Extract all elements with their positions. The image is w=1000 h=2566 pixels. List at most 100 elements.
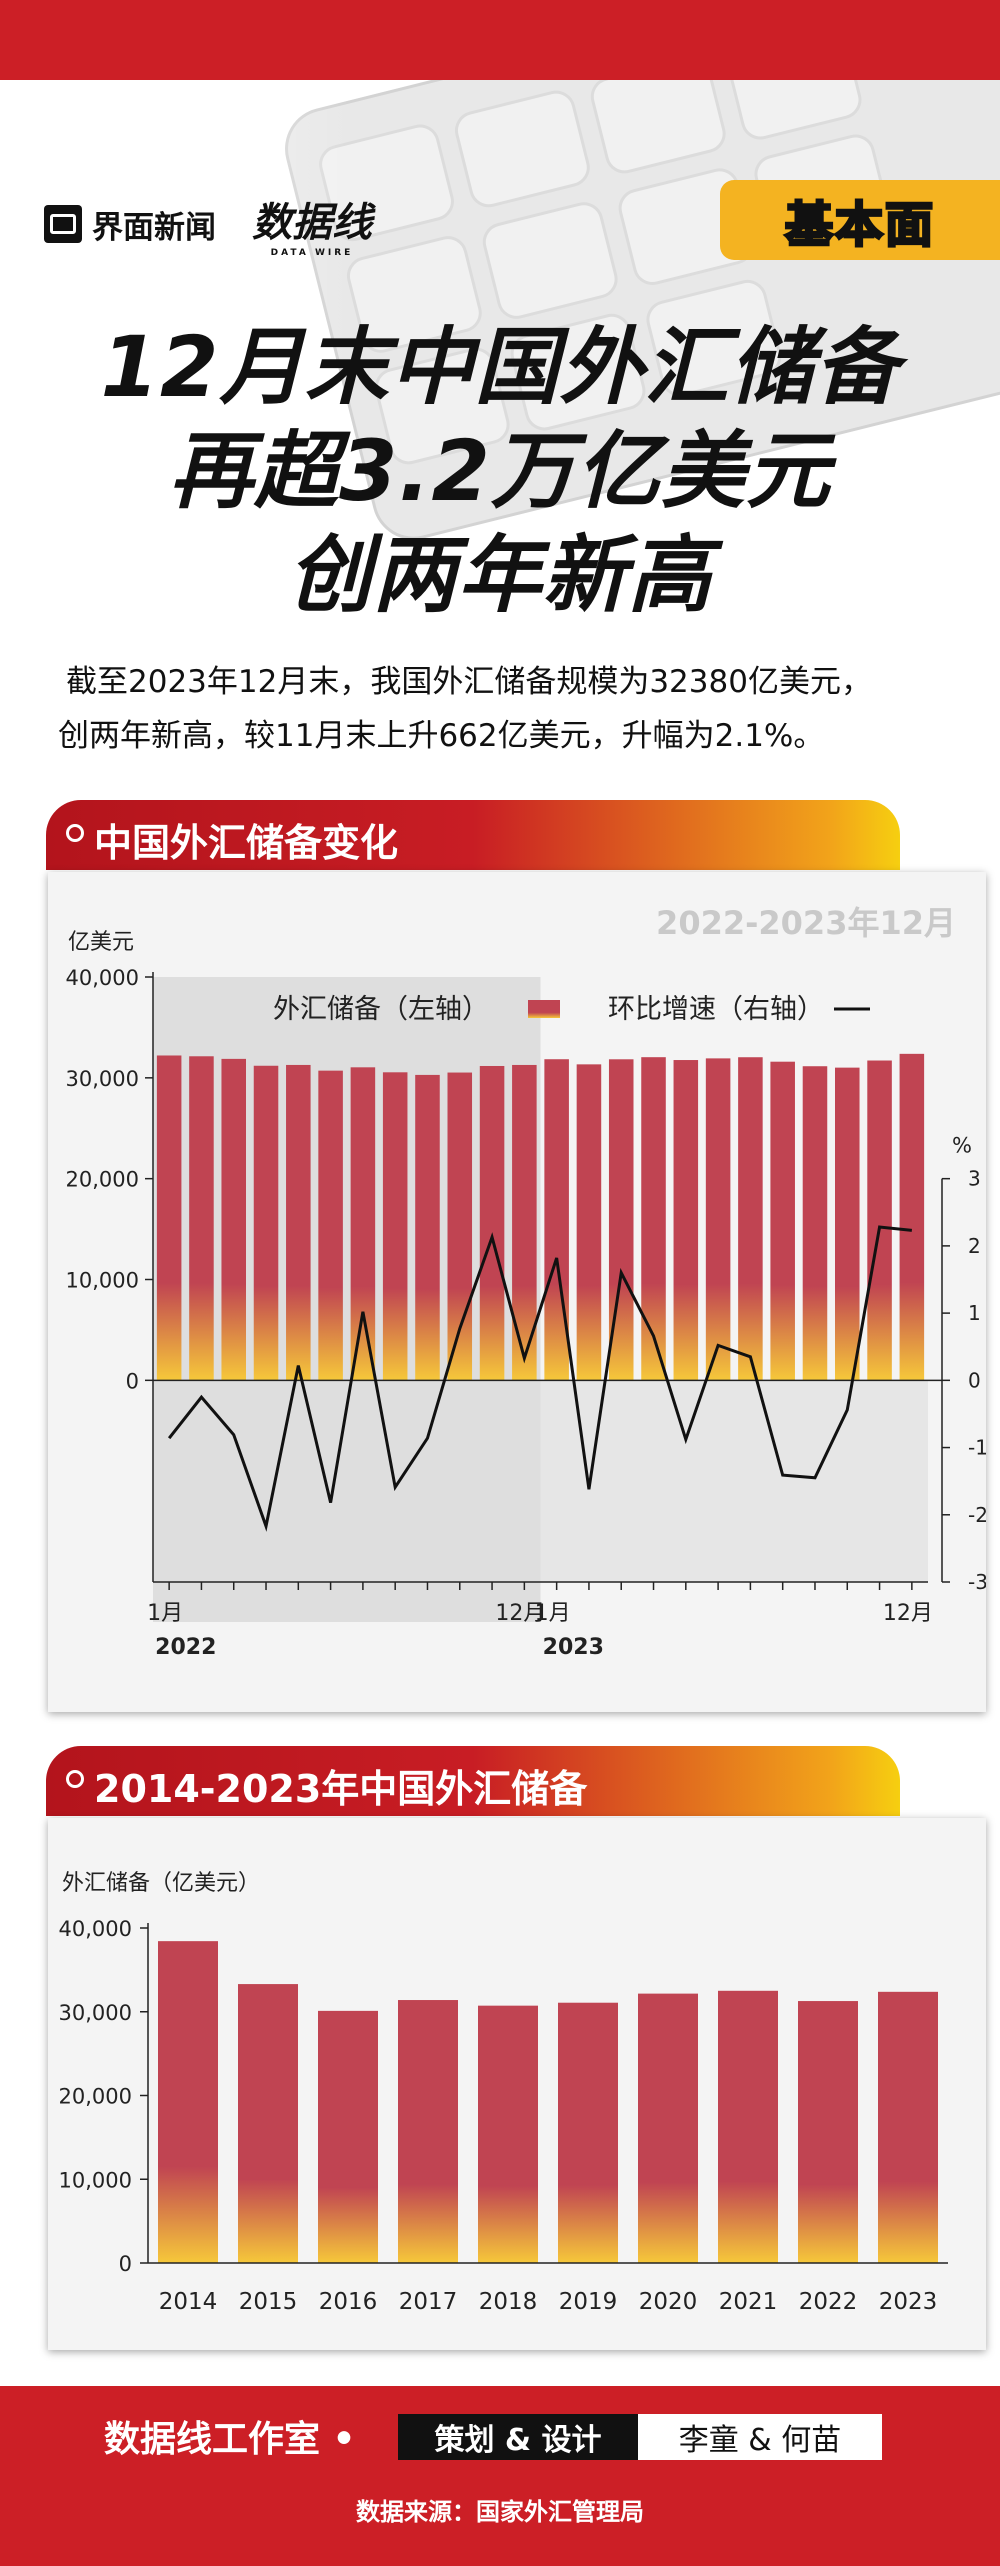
credit-names: 李童 & 何苗 <box>638 2414 882 2460</box>
chart2-x-label: 2021 <box>719 2289 778 2315</box>
chart1-bar <box>447 1072 473 1381</box>
chart1-bar <box>705 1058 731 1381</box>
chart2-x-label: 2019 <box>559 2289 618 2315</box>
brand-logo-icon <box>44 205 82 243</box>
chart1-right-tick-label: -1 <box>968 1436 986 1460</box>
chart1-x-label: 12月 <box>883 1601 933 1626</box>
chart1-bar <box>770 1061 795 1381</box>
chart2-y-tick-label: 10,000 <box>59 2168 132 2192</box>
brand-name: 界面新闻 <box>92 209 216 246</box>
chart1-x-label: 12月 <box>495 1601 545 1626</box>
chart1-legend-bar-swatch <box>528 1000 560 1018</box>
chart1-growth-line <box>167 1225 913 1532</box>
below-zero-region <box>540 1380 928 1582</box>
top-red-band <box>0 0 1000 80</box>
studio-name: 数据线工作室 • <box>104 2418 356 2460</box>
chart1-legend-line-label: 环比增速（右轴） <box>608 994 824 1025</box>
chart2-x-label: 2014 <box>159 2289 218 2315</box>
headline-line-1: 12月末中国外汇储备 <box>100 318 900 416</box>
chart1-right-tick-label: 1 <box>968 1301 981 1325</box>
chart1-left-unit: 亿美元 <box>68 930 134 955</box>
sub-brand-logo: 数据线 <box>252 199 372 246</box>
chart2-bar <box>398 2000 458 2263</box>
chart2-bar <box>158 1941 218 2263</box>
chart1-bar <box>415 1074 440 1381</box>
section1-title: 中国外汇储备变化 <box>94 821 399 865</box>
shaded-2022-region <box>153 977 541 1622</box>
chart2-y-tick-label: 40,000 <box>59 1917 132 1941</box>
summary-text: 截至2023年12月末，我国外汇储备规模为32380亿美元， 创两年新高，较11… <box>0 655 1000 763</box>
headline-line-2: 再超3.2万亿美元 <box>169 422 831 520</box>
chart2-bar <box>238 1984 298 2263</box>
headline-line-3: 创两年新高 <box>287 526 713 624</box>
chart1-bar <box>382 1072 408 1381</box>
chart2-bar <box>318 2010 378 2263</box>
chart1-left-tick-label: 10,000 <box>66 1269 139 1293</box>
chart2-bar <box>718 1990 778 2263</box>
chart1-bar <box>867 1060 892 1381</box>
chart1-right-tick-label: 0 <box>968 1368 981 1392</box>
brand-bar: 界面新闻 数据线 DATA WIRE <box>44 190 372 258</box>
sub-brand-en: DATA WIRE <box>270 248 354 258</box>
section2-header: 2014-2023年中国外汇储备 <box>46 1746 900 1816</box>
chart2-bar <box>558 2002 618 2263</box>
section2-bullet-icon <box>66 1770 84 1788</box>
chart1-x-label: 1月 <box>147 1601 183 1626</box>
chart1-bar <box>318 1070 343 1381</box>
chart2-card: 外汇储备（亿美元） 40,000 30,000 20,000 10,000 0 2014 20… <box>48 1818 986 2350</box>
summary-line-1: 截至2023年12月末，我国外汇储备规模为32380亿美元， <box>66 664 872 700</box>
category-badge: 基本面 <box>720 180 1000 260</box>
chart1-bar <box>673 1060 699 1381</box>
chart1-left-tick-label: 20,000 <box>66 1168 139 1192</box>
chart1-legend-bar-label: 外汇储备（左轴） <box>273 994 489 1025</box>
chart1-bar <box>156 1055 182 1381</box>
chart1-card: 2022-2023年12月亿美元 40,000 30,000 20,000 10,000… <box>48 872 988 1712</box>
summary-line-2: 创两年新高，较11月末上升662亿美元，升幅为2.1%。 <box>58 718 825 754</box>
chart1-right-tick-label: -3 <box>968 1570 986 1594</box>
chart1-bar <box>576 1064 602 1381</box>
chart2-x-label: 2022 <box>799 2289 858 2315</box>
chart1-bar <box>544 1059 569 1381</box>
section2-title: 2014-2023年中国外汇储备 <box>94 1767 588 1811</box>
chart1-bar <box>350 1067 376 1381</box>
data-source: 数据来源：国家外汇管理局 <box>356 2498 644 2526</box>
chart1-left-tick-label: 0 <box>126 1369 139 1393</box>
chart1-left-tick-label: 30,000 <box>66 1067 139 1091</box>
credit-label: 策划 & 设计 <box>398 2414 638 2460</box>
chart1-bar <box>641 1057 666 1381</box>
chart1-x-year: 2022 <box>155 1635 216 1660</box>
chart2-x-label: 2015 <box>239 2289 298 2315</box>
chart1-x-label: 1月 <box>535 1601 571 1626</box>
chart1-left-tick-label: 40,000 <box>66 966 139 990</box>
chart2-x-label: 2020 <box>639 2289 698 2315</box>
chart1-bar <box>899 1053 925 1381</box>
chart2-x-label: 2018 <box>479 2289 538 2315</box>
chart2-x-label: 2023 <box>879 2289 938 2315</box>
section1-header: 中国外汇储备变化 <box>46 800 900 870</box>
chart2-bar <box>638 1993 698 2263</box>
chart1-right-tick-label: 2 <box>968 1234 981 1258</box>
chart2-bar <box>798 2001 858 2263</box>
chart1-x-year: 2023 <box>543 1635 604 1660</box>
chart1-bar <box>738 1057 763 1381</box>
chart1-bar <box>802 1066 828 1381</box>
chart1-right-unit: % <box>952 1134 972 1158</box>
chart2-svg: 外汇储备（亿美元） 40,000 30,000 20,000 10,000 0 2014 20… <box>59 1871 948 2315</box>
section1-bullet-icon <box>66 824 84 842</box>
chart1-bar <box>479 1065 505 1381</box>
chart2-ylabel: 外汇储备（亿美元） <box>62 1871 260 1896</box>
chart1-bar <box>221 1058 246 1381</box>
chart2-x-label: 2016 <box>319 2289 378 2315</box>
chart2-bar <box>878 1991 938 2263</box>
chart1-right-tick-label: -2 <box>968 1503 986 1527</box>
chart1-bar <box>253 1065 279 1381</box>
chart2-bar <box>478 2005 538 2263</box>
chart1-right-tick-label: 3 <box>968 1167 981 1191</box>
category-badge-label: 基本面 <box>783 196 935 255</box>
chart1-subtitle: 2022-2023年12月 <box>656 904 956 942</box>
chart2-x-label: 2017 <box>399 2289 458 2315</box>
headline: 12月末中国外汇储备 再超3.2万亿美元 创两年新高 <box>0 315 1000 627</box>
chart1-bar <box>286 1064 311 1381</box>
chart2-y-tick-label: 0 <box>119 2252 132 2276</box>
